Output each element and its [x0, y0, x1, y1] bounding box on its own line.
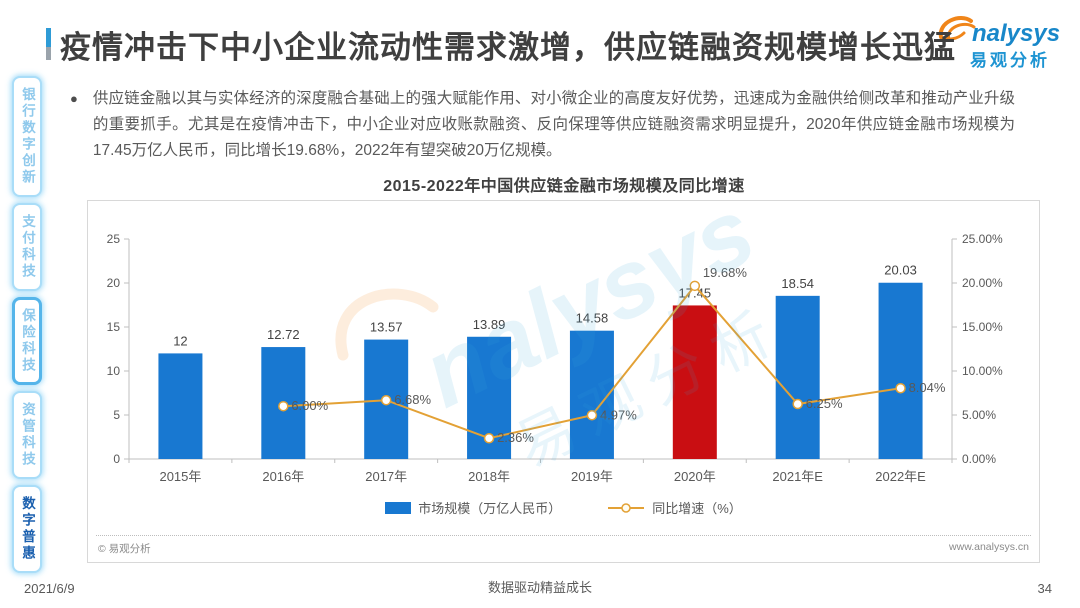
chart-copyright: © 易观分析 — [98, 543, 151, 555]
svg-text:12: 12 — [173, 333, 187, 348]
sidebar-tab-digital-inclusion[interactable]: 数字普惠 — [12, 485, 42, 573]
svg-text:5.00%: 5.00% — [962, 408, 996, 422]
title-accent-blue — [46, 28, 51, 47]
svg-text:2022年E: 2022年E — [875, 469, 926, 484]
line-series-marker-icon — [608, 502, 645, 513]
bar-2022年E — [878, 282, 923, 459]
title-accent-gray — [46, 47, 51, 60]
svg-text:13.89: 13.89 — [473, 317, 506, 332]
svg-text:13.57: 13.57 — [370, 320, 403, 335]
svg-text:20.03: 20.03 — [884, 263, 917, 278]
svg-text:2016年: 2016年 — [262, 469, 304, 484]
svg-text:6.00%: 6.00% — [291, 398, 328, 413]
svg-text:2018年: 2018年 — [468, 469, 510, 484]
sidebar-tab-insurance-tech[interactable]: 保险科技 — [12, 297, 42, 385]
chart-title: 2015-2022年中国供应链金融市场规模及同比增速 — [383, 178, 745, 195]
svg-text:2021年E: 2021年E — [772, 469, 823, 484]
chart-card: 0 5 10 15 20 25 0.00% 5.00% 10.00% 15.00% 20.00% 25… — [87, 200, 1040, 563]
svg-text:10: 10 — [107, 364, 121, 378]
bar-2015年 — [158, 353, 203, 459]
footer-slogan: 数据驱动精益成长 — [487, 580, 592, 595]
analysys-logo: nalysys 易观分析 — [934, 12, 1066, 71]
svg-text:6.68%: 6.68% — [394, 392, 431, 407]
footer-date: 2021/6/9 — [24, 581, 75, 596]
svg-text:20: 20 — [107, 276, 121, 290]
market-size-combo-chart: 0 5 10 15 20 25 0.00% 5.00% 10.00% 15.00% 20.00% 25… — [107, 207, 1003, 484]
bar-2020年 — [672, 305, 717, 459]
bullet-icon: ● — [70, 91, 78, 106]
svg-text:14.58: 14.58 — [576, 311, 609, 326]
svg-text:25: 25 — [107, 232, 121, 246]
chart-website: www.analysys.cn — [949, 541, 1029, 553]
title-accent-bar — [46, 28, 51, 60]
svg-text:19.68%: 19.68% — [703, 265, 748, 280]
svg-text:2019年: 2019年 — [571, 469, 613, 484]
svg-text:10.00%: 10.00% — [962, 364, 1003, 378]
svg-text:5: 5 — [113, 408, 120, 422]
section-sidebar: 银行数字创新 支付科技 保险科技 资管科技 数字普惠 — [5, 76, 49, 573]
bar-2021年E — [775, 295, 820, 459]
line-series: 6.00% 6.68% 2.36% 4.97% 19.68% 6.25% 8.04% — [278, 265, 946, 445]
svg-text:20.00%: 20.00% — [962, 276, 1003, 290]
logo-wordmark: nalysys — [972, 20, 1061, 47]
sidebar-tab-asset-management-tech[interactable]: 资管科技 — [12, 391, 42, 479]
summary-paragraph: 供应链金融以其与实体经济的深度融合基础上的强大赋能作用、对小微企业的高度友好优势… — [92, 90, 1015, 159]
svg-text:0.00%: 0.00% — [962, 452, 996, 466]
svg-text:0: 0 — [113, 452, 120, 466]
svg-text:18.54: 18.54 — [781, 276, 814, 291]
svg-text:2.36%: 2.36% — [497, 430, 534, 445]
bar-series-swatch-icon — [385, 501, 412, 514]
sidebar-tab-payment-tech[interactable]: 支付科技 — [12, 203, 42, 291]
legend-label-market-size: 市场规模（万亿人民币） — [418, 501, 562, 516]
page-title: 疫情冲击下中小企业流动性需求激增，供应链融资规模增长迅猛 — [60, 30, 956, 65]
svg-text:2017年: 2017年 — [365, 469, 407, 484]
svg-text:8.04%: 8.04% — [909, 380, 946, 395]
svg-text:2015年: 2015年 — [159, 469, 201, 484]
footer-page-number: 34 — [1037, 581, 1052, 596]
chart-legend: 市场规模（万亿人民币） 同比增速（%） — [88, 498, 1039, 517]
sidebar-tab-banking-digital-innovation[interactable]: 银行数字创新 — [12, 76, 42, 197]
analysys-swoosh-icon — [938, 16, 976, 41]
svg-text:15: 15 — [107, 320, 121, 334]
svg-text:2020年: 2020年 — [674, 469, 716, 484]
svg-text:12.72: 12.72 — [267, 327, 300, 342]
legend-label-growth-rate: 同比增速（%） — [652, 501, 742, 516]
svg-text:15.00%: 15.00% — [962, 320, 1003, 334]
logo-chinese-name: 易观分析 — [970, 51, 1050, 70]
summary-bullet-block: ● 供应链金融以其与实体经济的深度融合基础上的强大赋能作用、对小微企业的高度友好… — [70, 86, 1015, 164]
bar-2019年 — [569, 330, 614, 459]
card-footer: © 易观分析 www.analysys.cn — [98, 541, 1029, 556]
legend-item-market-size: 市场规模（万亿人民币） — [385, 498, 561, 517]
legend-item-growth-rate: 同比增速（%） — [607, 498, 742, 517]
svg-text:4.97%: 4.97% — [600, 407, 637, 422]
svg-text:6.25%: 6.25% — [806, 396, 843, 411]
card-divider — [96, 535, 1031, 536]
svg-text:25.00%: 25.00% — [962, 232, 1003, 246]
